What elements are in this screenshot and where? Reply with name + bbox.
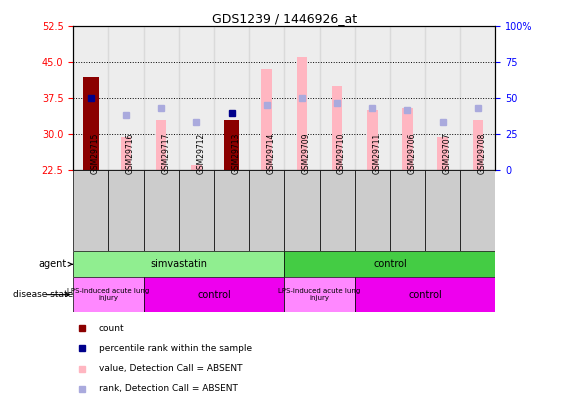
Bar: [284, 277, 355, 312]
Bar: [320, 170, 355, 251]
Bar: [73, 170, 108, 251]
Bar: [461, 26, 495, 170]
Text: GSM29708: GSM29708: [478, 133, 487, 174]
Bar: [156, 120, 167, 170]
Text: GSM29714: GSM29714: [267, 133, 276, 174]
Text: GSM29711: GSM29711: [372, 133, 381, 174]
Text: LPS-induced acute lung
injury: LPS-induced acute lung injury: [67, 288, 150, 301]
Bar: [144, 170, 179, 251]
Bar: [144, 277, 284, 312]
Bar: [297, 58, 307, 170]
Bar: [179, 170, 214, 251]
Bar: [214, 26, 249, 170]
Bar: [214, 170, 249, 251]
Bar: [355, 170, 390, 251]
Text: GSM29706: GSM29706: [408, 133, 417, 174]
Bar: [261, 70, 272, 170]
Bar: [390, 170, 425, 251]
Bar: [179, 26, 214, 170]
Text: GSM29707: GSM29707: [443, 133, 452, 174]
Text: GSM29710: GSM29710: [337, 133, 346, 174]
Bar: [284, 26, 320, 170]
Text: GSM29717: GSM29717: [161, 133, 170, 174]
Text: rank, Detection Call = ABSENT: rank, Detection Call = ABSENT: [99, 384, 238, 393]
Text: GSM29712: GSM29712: [196, 133, 205, 174]
Bar: [284, 170, 320, 251]
Bar: [390, 26, 425, 170]
Text: value, Detection Call = ABSENT: value, Detection Call = ABSENT: [99, 364, 242, 373]
Text: control: control: [197, 290, 231, 300]
Text: LPS-induced acute lung
injury: LPS-induced acute lung injury: [278, 288, 361, 301]
Bar: [402, 108, 413, 170]
Bar: [144, 26, 179, 170]
Bar: [120, 136, 131, 170]
Text: control: control: [408, 290, 442, 300]
Bar: [249, 26, 284, 170]
Bar: [461, 170, 495, 251]
Bar: [83, 77, 99, 170]
Text: percentile rank within the sample: percentile rank within the sample: [99, 344, 252, 353]
Text: agent: agent: [38, 259, 72, 269]
Bar: [355, 26, 390, 170]
Bar: [355, 277, 495, 312]
Text: GSM29713: GSM29713: [231, 133, 240, 174]
Bar: [332, 86, 342, 170]
Bar: [73, 26, 108, 170]
Title: GDS1239 / 1446926_at: GDS1239 / 1446926_at: [212, 12, 357, 25]
Text: GSM29709: GSM29709: [302, 133, 311, 174]
Bar: [191, 165, 202, 170]
Bar: [108, 26, 144, 170]
Bar: [73, 251, 284, 277]
Text: simvastatin: simvastatin: [150, 259, 207, 269]
Bar: [249, 170, 284, 251]
Bar: [73, 277, 144, 312]
Bar: [320, 26, 355, 170]
Bar: [437, 136, 448, 170]
Bar: [425, 26, 461, 170]
Bar: [472, 120, 483, 170]
Bar: [284, 251, 495, 277]
Bar: [108, 170, 144, 251]
Text: count: count: [99, 324, 124, 333]
Text: GSM29715: GSM29715: [91, 133, 100, 174]
Text: GSM29716: GSM29716: [126, 133, 135, 174]
Bar: [367, 110, 378, 170]
Text: disease state: disease state: [14, 290, 74, 299]
Bar: [425, 170, 461, 251]
Bar: [224, 120, 239, 170]
Text: control: control: [373, 259, 406, 269]
